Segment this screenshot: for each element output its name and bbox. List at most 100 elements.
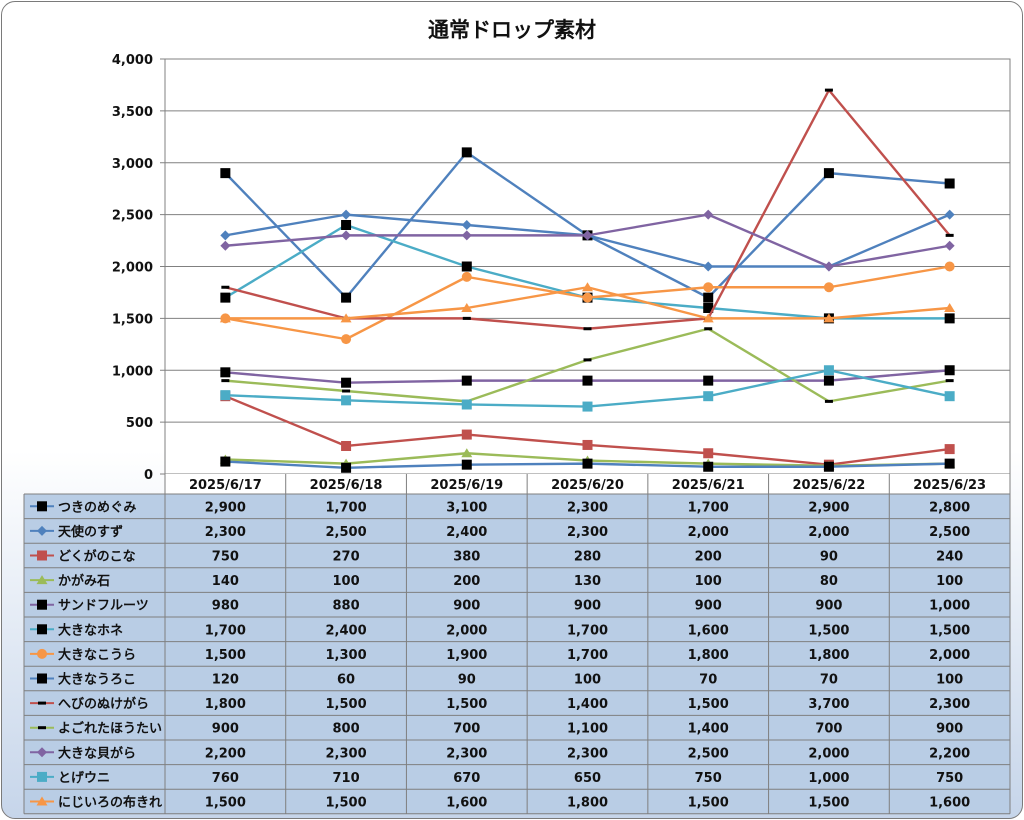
table-cell-value: 900	[212, 722, 239, 737]
table-cell-value: 70	[699, 673, 717, 688]
table-cell-value: 650	[574, 771, 601, 786]
data-point	[341, 395, 352, 406]
data-point	[220, 230, 231, 241]
table-cell-value: 270	[333, 550, 360, 565]
table-cell-value: 2,900	[205, 500, 246, 515]
y-tick-label: 1,000	[112, 364, 153, 379]
data-point	[944, 365, 955, 376]
data-point	[220, 456, 231, 467]
table-cell-value: 880	[333, 599, 360, 614]
series-name: つきのめぐみ	[58, 500, 136, 515]
table-cell-value: 2,200	[929, 746, 970, 761]
data-point	[944, 261, 955, 272]
y-tick-label: 2,500	[112, 209, 153, 224]
series	[220, 261, 955, 345]
table-row: にじいろの布きれ 1,500 1,500 1,600 1,800 1,500 1,500 1,…	[30, 795, 970, 811]
data-point	[823, 261, 834, 272]
data-point	[703, 303, 714, 313]
data-point	[703, 282, 714, 293]
x-tick-label: 2025/6/18	[310, 478, 383, 493]
table-cell-value: 2,300	[446, 746, 487, 761]
data-table: 2025/6/17 2025/6/18 2025/6/19 2025/6/20 2025…	[23, 474, 1011, 815]
table-cell-value: 200	[453, 574, 480, 589]
table-cell-value: 70	[820, 673, 838, 688]
table-cell-value: 80	[820, 574, 838, 589]
data-point	[583, 358, 592, 362]
table-cell-value: 2,000	[688, 525, 729, 540]
table-cell-value: 1,800	[205, 697, 246, 712]
data-point	[341, 377, 352, 388]
table-cell-value: 1,900	[446, 648, 487, 663]
table-cell-value: 1,500	[205, 796, 246, 811]
series-name: へびのぬけがら	[58, 696, 149, 712]
data-point	[461, 147, 472, 158]
table-cell-value: 240	[936, 550, 963, 565]
data-point	[582, 401, 593, 412]
table-row: よごれたほうたい 900 800 700 1,100 1,400 700 900	[30, 721, 963, 737]
series-name: サンドフルーツ	[58, 599, 149, 614]
table-cell-value: 1,500	[205, 648, 246, 663]
table-cell-value: 1,500	[808, 796, 849, 811]
table-cell-value: 900	[574, 599, 601, 614]
data-point	[703, 391, 714, 402]
y-tick-label: 3,000	[112, 157, 153, 172]
x-tick-label: 2025/6/21	[672, 478, 745, 493]
table-cell-value: 2,400	[326, 623, 367, 638]
table-cell-value: 1,500	[808, 623, 849, 638]
table-cell-value: 750	[212, 550, 239, 565]
data-point	[341, 209, 352, 220]
series	[220, 365, 955, 388]
table-cell-value: 130	[574, 574, 601, 589]
table-cell-value: 2,500	[326, 525, 367, 540]
table-cell-value: 3,700	[808, 697, 849, 712]
table-cell-value: 90	[458, 673, 476, 688]
data-point	[823, 168, 834, 179]
data-point	[703, 448, 714, 459]
data-point	[341, 220, 352, 230]
table-cell-value: 980	[212, 599, 239, 614]
series-name: 大きな貝がら	[58, 745, 136, 761]
series-name: 大きなうろこ	[58, 672, 136, 688]
table-cell-value: 1,000	[808, 771, 849, 786]
data-point	[703, 461, 714, 472]
table-header-bg	[165, 474, 1010, 494]
data-point	[341, 440, 352, 451]
table-cell-value: 2,300	[567, 746, 608, 761]
data-point	[342, 389, 351, 393]
table-cell-value: 2,000	[808, 746, 849, 761]
data-point	[461, 220, 472, 230]
table-cell-value: 700	[815, 722, 842, 737]
data-point	[824, 399, 833, 403]
y-tick-label: 1,500	[112, 312, 153, 327]
table-cell-value: 1,500	[326, 697, 367, 712]
x-tick-label: 2025/6/22	[793, 478, 866, 493]
table-cell-value: 2,900	[808, 500, 849, 515]
table-cell-value: 100	[333, 574, 360, 589]
table-cell-value: 1,500	[688, 796, 729, 811]
x-tick-label: 2025/6/20	[551, 478, 624, 493]
legend-key-marker	[37, 624, 47, 635]
table-cell-value: 1,600	[446, 796, 487, 811]
data-point	[340, 313, 352, 323]
y-tick-label: 2,000	[112, 261, 153, 276]
data-point	[823, 375, 834, 386]
table-cell-value: 1,500	[688, 697, 729, 712]
legend-key-marker	[37, 599, 47, 610]
series	[220, 456, 955, 473]
table-cell-value: 1,800	[567, 796, 608, 811]
series-name: かがみ石	[58, 573, 110, 589]
data-point	[461, 261, 472, 272]
series	[220, 365, 955, 412]
table-cell-value: 1,800	[688, 648, 729, 663]
table-cell-value: 700	[453, 722, 480, 737]
data-point	[341, 334, 352, 345]
table-cell-value: 2,300	[326, 746, 367, 761]
table-row: 大きなうろこ 120 60 90 100 70 70 100	[30, 672, 963, 688]
data-point	[221, 285, 230, 289]
data-point	[945, 233, 954, 237]
data-point	[582, 292, 593, 303]
data-point	[702, 313, 714, 323]
data-point	[823, 365, 834, 376]
table-cell-value: 2,300	[205, 525, 246, 540]
table-cell-value: 800	[333, 722, 360, 737]
